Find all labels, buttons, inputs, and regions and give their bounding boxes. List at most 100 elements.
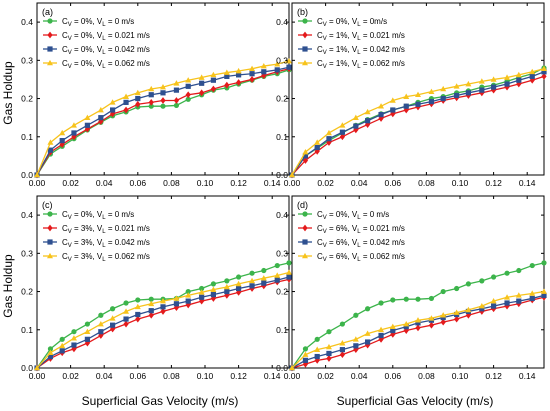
data-point: [160, 83, 166, 90]
data-point: [516, 77, 522, 83]
data-point: [465, 281, 471, 287]
legend-entry: CV = 6%, VL = 0.062 m/s: [317, 252, 405, 263]
legend-swatch-marker: [47, 252, 53, 259]
legend-text: = 0%, V: [327, 210, 358, 219]
data-point: [123, 106, 129, 114]
legend-subscript: L: [357, 243, 361, 249]
data-point: [199, 285, 205, 292]
legend-entry: CV = 6%, VL = 0.021 m/s: [317, 224, 405, 235]
data-point: [148, 85, 155, 92]
legend-subscript: V: [323, 50, 327, 56]
data-point: [148, 311, 154, 319]
data-point: [109, 315, 116, 321]
x-tick-label: 0.00: [284, 371, 301, 381]
data-point: [98, 329, 104, 335]
panel-label: (c): [42, 200, 53, 210]
data-point: [236, 274, 242, 280]
legend-subscript: V: [68, 50, 72, 56]
legend-swatch-marker: [302, 46, 308, 52]
legend-subscript: V: [68, 36, 72, 42]
data-point: [314, 353, 320, 360]
data-point: [326, 136, 332, 142]
legend-subscript: V: [323, 215, 327, 221]
data-point: [415, 296, 421, 302]
data-point: [428, 88, 435, 94]
data-point: [185, 83, 191, 89]
legend-text: C: [317, 17, 323, 26]
data-point: [135, 315, 141, 323]
data-point: [415, 324, 421, 332]
data-point: [352, 114, 359, 120]
data-point: [302, 346, 309, 352]
legend-entry: CV = 1%, VL = 0.062 m/s: [317, 59, 405, 70]
data-point: [236, 285, 242, 292]
data-point: [504, 83, 510, 91]
data-point: [199, 294, 205, 300]
data-point: [59, 129, 66, 136]
chart-panel: 0.00 0.02 0.04 0.06 0.08 0.10 0.12 0.140.00.10.…: [21, 195, 292, 381]
y-tick-label: 0.1: [276, 325, 288, 335]
x-tick-label: 0.04: [96, 178, 113, 188]
data-point: [160, 304, 166, 310]
legend-text: = 0.062 m/s: [106, 59, 150, 68]
data-point: [365, 339, 371, 345]
data-point: [339, 347, 345, 353]
legend-entry: CV = 1%, VL = 0.021 m/s: [317, 31, 405, 42]
data-point: [453, 83, 460, 89]
data-point: [504, 270, 510, 276]
legend-subscript: V: [323, 22, 327, 28]
data-point: [235, 280, 242, 287]
y-tick-label: 0.4: [276, 210, 288, 220]
data-point: [235, 67, 242, 74]
x-tick-label: 0.06: [130, 178, 147, 188]
data-point: [123, 308, 130, 314]
legend-text: C: [317, 210, 323, 219]
data-point: [160, 298, 166, 304]
legend-text: = 0.062 m/s: [361, 59, 405, 68]
legend-text: = 3%, V: [72, 224, 103, 233]
legend-text: = 0.042 m/s: [106, 238, 150, 247]
panels: 0.00 0.02 0.04 0.06 0.08 0.10 0.12 0.140.00.10.…: [21, 2, 547, 381]
data-point: [365, 341, 371, 349]
data-point: [353, 123, 359, 129]
legend-entry: CV = 0%, VL = 0 m/s: [62, 17, 134, 28]
x-tick-label: 0.12: [485, 371, 502, 381]
data-point: [261, 267, 267, 274]
data-point: [326, 139, 332, 146]
y-tick-label: 0.3: [21, 55, 33, 65]
legend-swatch-marker: [47, 18, 53, 24]
x-tick-label: 0.08: [418, 371, 435, 381]
legend-subscript: V: [68, 229, 72, 235]
data-point: [249, 270, 255, 276]
data-point: [249, 283, 255, 289]
legend-subscript: V: [68, 215, 72, 221]
legend-text: = 0.042 m/s: [361, 45, 405, 54]
data-point: [286, 269, 292, 275]
data-point: [148, 103, 154, 109]
data-point: [210, 281, 216, 287]
legend-text: C: [317, 252, 323, 261]
legend-swatch-marker: [302, 211, 308, 217]
x-tick-label: 0.06: [385, 371, 402, 381]
y-tick-label: 0.2: [21, 287, 33, 297]
legend-text: = 3%, V: [72, 252, 103, 261]
data-point: [516, 298, 522, 304]
x-axis-label-right: Superficial Gas Velocity (m/s): [337, 394, 494, 408]
data-point: [223, 283, 230, 290]
chart-panel: 0.00 0.02 0.04 0.06 0.08 0.10 0.12 0.140.00.10.…: [276, 2, 547, 188]
data-point: [325, 129, 332, 136]
data-point: [286, 57, 292, 64]
legend-entry: CV = 0%, VL = 0.042 m/s: [62, 45, 150, 56]
data-point: [541, 288, 547, 294]
data-point: [148, 92, 154, 98]
legend-text: C: [62, 210, 68, 219]
data-point: [148, 98, 154, 106]
y-tick-label: 0.3: [21, 248, 33, 258]
y-tick-label: 0.0: [21, 363, 33, 373]
data-point: [390, 330, 396, 338]
data-point: [454, 315, 460, 323]
y-tick-label: 0.1: [21, 132, 33, 142]
data-point: [110, 306, 116, 312]
data-point: [314, 144, 320, 151]
